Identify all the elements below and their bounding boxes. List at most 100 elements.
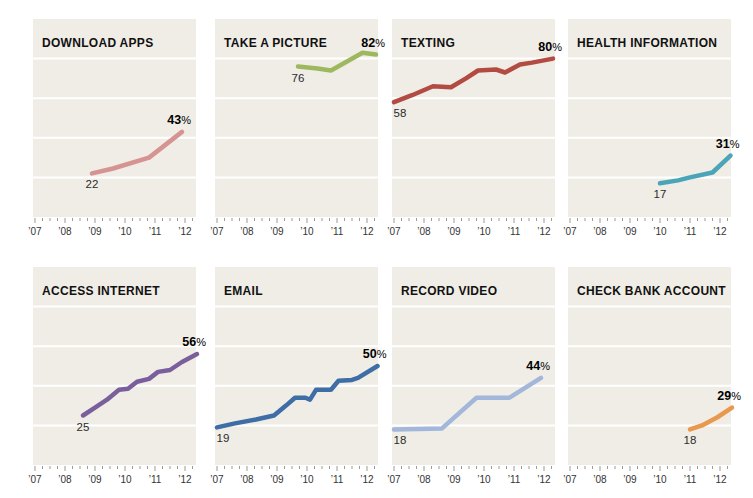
axis-tick-label: ’10 <box>118 226 132 237</box>
percent-sign: % <box>730 138 740 150</box>
chart-svg-download-apps: ’07’08’09’10’11’12DOWNLOAD APPS2243% <box>33 19 196 241</box>
axis-tick-label: ’12 <box>537 226 551 237</box>
axis-tick-label: ’11 <box>508 474 521 485</box>
axis-tick-label: ’12 <box>178 474 192 485</box>
axis-tick-label: ’12 <box>713 226 727 237</box>
percent-sign: % <box>540 360 550 372</box>
chart-title: EMAIL <box>224 284 263 298</box>
end-value-number: 82 <box>361 36 375 50</box>
axis-tick-label: ’11 <box>149 474 162 485</box>
axis-tick-label: ’09 <box>447 226 461 237</box>
end-value-number: 56 <box>182 335 196 349</box>
axis-tick-label: ’08 <box>417 226 431 237</box>
end-value-number: 44 <box>526 359 540 373</box>
axis-tick-label: ’09 <box>88 226 102 237</box>
end-value-label: 82% <box>361 36 385 50</box>
axis-tick-label: ’12 <box>178 226 192 237</box>
axis-tick-label: ’12 <box>360 474 374 485</box>
axis-tick-label: ’10 <box>653 226 667 237</box>
chart-title: HEALTH INFORMATION <box>577 36 717 50</box>
axis-tick-label: ’10 <box>118 474 132 485</box>
end-value-label: 50% <box>363 347 387 361</box>
start-value-label: 22 <box>86 178 99 190</box>
chart-title: DOWNLOAD APPS <box>42 36 153 50</box>
chart-panel-take-a-picture: ’07’08’09’10’11’12TAKE A PICTURE7682% <box>215 19 378 241</box>
start-value-label: 17 <box>654 188 667 200</box>
percent-sign: % <box>731 390 741 402</box>
axis-tick-label: ’10 <box>477 226 491 237</box>
axis-tick-label: ’10 <box>477 474 491 485</box>
axis-tick-label: ’11 <box>149 226 162 237</box>
axis-tick-label: ’07 <box>563 474 577 485</box>
chart-svg-record-video: ’07’08’09’10’11’12RECORD VIDEO1844% <box>392 267 555 489</box>
percent-sign: % <box>196 336 206 348</box>
chart-panel-health-information: ’07’08’09’10’11’12HEALTH INFORMATION1731… <box>568 19 731 241</box>
chart-panel-download-apps: ’07’08’09’10’11’12DOWNLOAD APPS2243% <box>33 19 196 241</box>
chart-panel-access-internet: ’07’08’09’10’11’12ACCESS INTERNET2556% <box>33 267 196 489</box>
axis-tick-label: ’08 <box>240 474 254 485</box>
axis-tick-label: ’07 <box>387 474 401 485</box>
chart-svg-health-information: ’07’08’09’10’11’12HEALTH INFORMATION1731… <box>568 19 731 241</box>
start-value-label: 18 <box>684 434 697 446</box>
chart-panel-record-video: ’07’08’09’10’11’12RECORD VIDEO1844% <box>392 267 555 489</box>
percent-sign: % <box>552 41 562 53</box>
axis-tick-label: ’08 <box>240 226 254 237</box>
chart-svg-check-bank-account: ’07’08’09’10’11’12CHECK BANK ACCOUNT1829… <box>568 267 731 489</box>
end-value-label: 56% <box>182 335 206 349</box>
end-value-number: 43 <box>167 113 181 127</box>
axis-tick-label: ’11 <box>331 474 344 485</box>
end-value-label: 43% <box>167 113 191 127</box>
chart-panel-texting: ’07’08’09’10’11’12TEXTING5880% <box>392 19 555 241</box>
chart-svg-access-internet: ’07’08’09’10’11’12ACCESS INTERNET2556% <box>33 267 196 489</box>
axis-tick-label: ’11 <box>684 226 697 237</box>
axis-tick-label: ’08 <box>58 474 72 485</box>
start-value-label: 58 <box>394 107 407 119</box>
chart-svg-texting: ’07’08’09’10’11’12TEXTING5880% <box>392 19 555 241</box>
end-value-number: 50 <box>363 347 377 361</box>
axis-tick-label: ’08 <box>58 226 72 237</box>
axis-tick-label: ’09 <box>270 474 284 485</box>
axis-tick-label: ’08 <box>593 474 607 485</box>
axis-tick-label: ’12 <box>713 474 727 485</box>
axis-tick-label: ’09 <box>88 474 102 485</box>
chart-panel-check-bank-account: ’07’08’09’10’11’12CHECK BANK ACCOUNT1829… <box>568 267 731 489</box>
small-multiples-board: ’07 ’08 ’09 ’10 ’11 ’12 DOWNLOAD APPS 22 43% ’07 ’… <box>0 0 753 498</box>
end-value-number: 80 <box>538 40 552 54</box>
start-value-label: 18 <box>394 434 407 446</box>
axis-tick-label: ’07 <box>210 474 224 485</box>
axis-tick-label: ’10 <box>653 474 667 485</box>
axis-tick-label: ’07 <box>210 226 224 237</box>
axis-tick-label: ’09 <box>623 226 637 237</box>
start-value-label: 76 <box>292 72 305 84</box>
axis-tick-label: ’09 <box>447 474 461 485</box>
axis-tick-label: ’11 <box>331 226 344 237</box>
axis-tick-label: ’08 <box>593 226 607 237</box>
axis-tick-label: ’10 <box>300 474 314 485</box>
axis-tick-label: ’09 <box>623 474 637 485</box>
chart-title: TAKE A PICTURE <box>224 36 327 50</box>
axis-tick-label: ’07 <box>28 474 42 485</box>
axis-tick-label: ’11 <box>684 474 697 485</box>
end-value-number: 29 <box>717 389 731 403</box>
chart-title: ACCESS INTERNET <box>42 284 160 298</box>
end-value-label: 29% <box>717 389 741 403</box>
chart-title: RECORD VIDEO <box>401 284 497 298</box>
percent-sign: % <box>375 37 385 49</box>
chart-panel-email: ’07’08’09’10’11’12EMAIL1950% <box>215 267 378 489</box>
end-value-label: 44% <box>526 359 550 373</box>
axis-tick-label: ’07 <box>563 226 577 237</box>
axis-tick-label: ’12 <box>360 226 374 237</box>
chart-svg-email: ’07’08’09’10’11’12EMAIL1950% <box>215 267 378 489</box>
axis-tick-label: ’07 <box>387 226 401 237</box>
axis-tick-label: ’08 <box>417 474 431 485</box>
end-value-number: 31 <box>716 137 730 151</box>
percent-sign: % <box>377 348 387 360</box>
axis-tick-label: ’10 <box>300 226 314 237</box>
chart-title: CHECK BANK ACCOUNT <box>577 284 726 298</box>
axis-tick-label: ’12 <box>537 474 551 485</box>
start-value-label: 25 <box>77 421 90 433</box>
chart-svg-take-a-picture: ’07’08’09’10’11’12TAKE A PICTURE7682% <box>215 19 378 241</box>
percent-sign: % <box>181 114 191 126</box>
end-value-label: 80% <box>538 40 562 54</box>
axis-tick-label: ’09 <box>270 226 284 237</box>
